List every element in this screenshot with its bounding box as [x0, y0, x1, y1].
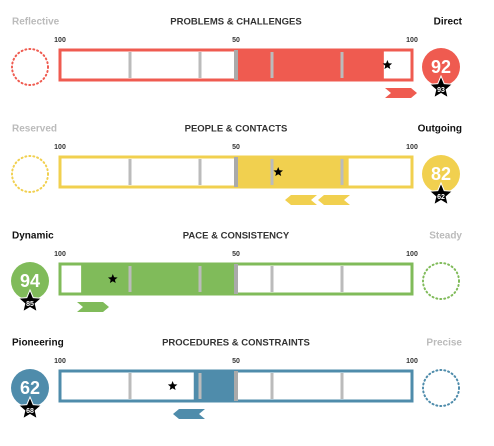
empty-circle: [11, 48, 49, 86]
badge-star: [17, 395, 43, 420]
scale-label: 100: [406, 251, 418, 258]
scale-label: 100: [406, 358, 418, 365]
scale-title: PACE & CONSISTENCY: [183, 231, 290, 242]
empty-circle: [422, 369, 460, 407]
scale-label: 100: [54, 251, 66, 258]
scale-label: 50: [232, 37, 240, 44]
scale-label: 50: [232, 358, 240, 365]
arrow: [285, 195, 317, 205]
score-circle: [11, 369, 49, 407]
empty-circle: [11, 155, 49, 193]
badge-marker: [273, 167, 283, 176]
score-circle: [422, 48, 460, 86]
badge-value: 68: [26, 408, 34, 415]
empty-circle: [422, 262, 460, 300]
badge-value: 93: [437, 87, 445, 94]
scale-label: 50: [232, 144, 240, 151]
badge-marker: [382, 60, 393, 69]
left-label: Pioneering: [12, 338, 64, 349]
scale-label: 100: [406, 37, 418, 44]
left-label: Reserved: [12, 124, 57, 135]
arrow: [318, 195, 350, 205]
score-value: 62: [20, 378, 40, 398]
badge-star: [17, 288, 43, 313]
right-label: Steady: [429, 231, 462, 242]
right-label: Precise: [426, 338, 462, 349]
arrow: [385, 88, 417, 98]
arrow: [173, 409, 205, 419]
right-label: Outgoing: [418, 124, 462, 135]
scale-label: 100: [54, 37, 66, 44]
badge-value: 62: [437, 194, 445, 201]
arrow: [77, 302, 109, 312]
scale-title: PEOPLE & CONTACTS: [185, 124, 288, 135]
bar-fill: [236, 50, 384, 80]
scale-label: 100: [54, 358, 66, 365]
scale-title: PROCEDURES & CONSTRAINTS: [162, 338, 310, 349]
bar-fill: [81, 264, 237, 294]
score-value: 92: [431, 57, 451, 77]
right-label: Direct: [434, 17, 463, 28]
badge-star: [428, 181, 454, 206]
score-circle: [422, 155, 460, 193]
left-label: Dynamic: [12, 231, 54, 242]
bar-fill: [236, 157, 349, 187]
scale-label: 50: [232, 251, 240, 258]
badge-value: 85: [26, 301, 34, 308]
score-circle: [11, 262, 49, 300]
badge-marker: [167, 381, 178, 390]
scale-label: 100: [54, 144, 66, 151]
score-value: 94: [20, 271, 40, 291]
scale-title: PROBLEMS & CHALLENGES: [170, 17, 301, 28]
score-value: 82: [431, 164, 451, 184]
badge-marker: [108, 274, 118, 283]
left-label: Reflective: [12, 17, 60, 28]
badge-star: [428, 74, 454, 99]
scale-label: 100: [406, 144, 418, 151]
